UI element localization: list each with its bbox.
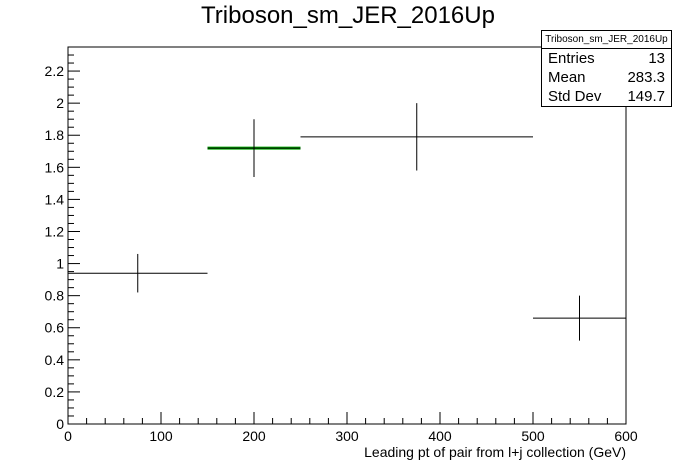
- y-tick-label: 1.6: [45, 159, 65, 175]
- y-tick-label: 0.8: [45, 288, 65, 304]
- y-tick-label: 2.2: [45, 63, 65, 79]
- x-tick-label: 500: [521, 428, 545, 444]
- y-tick-label: 2: [56, 95, 64, 111]
- x-tick-label: 600: [614, 428, 638, 444]
- stats-mean-label: Mean: [548, 69, 586, 86]
- data-point: [533, 295, 626, 341]
- data-point: [68, 253, 208, 293]
- x-tick-label: 100: [149, 428, 173, 444]
- y-tick-label: 0.4: [45, 352, 65, 368]
- stats-stddev-label: Std Dev: [548, 88, 602, 105]
- stats-row-entries: Entries 13: [542, 49, 671, 68]
- stats-box: Triboson_sm_JER_2016Up Entries 13 Mean 2…: [541, 30, 672, 107]
- x-tick-label: 300: [335, 428, 359, 444]
- y-tick-label: 0.6: [45, 320, 65, 336]
- x-axis-label: Leading pt of pair from l+j collection (…: [364, 444, 626, 460]
- y-tick-label: 1.8: [45, 127, 65, 143]
- data-point: [300, 103, 533, 171]
- y-tick-label: 0.2: [45, 384, 65, 400]
- stats-entries-label: Entries: [548, 50, 595, 67]
- y-tick-label: 1.4: [45, 191, 65, 207]
- data-marks: [68, 103, 626, 341]
- y-tick-label: 1.2: [45, 223, 65, 239]
- x-tick-label: 0: [64, 428, 72, 444]
- stats-stddev-value: 149.7: [627, 88, 665, 105]
- axes: 0 100 200 300 400 500 600 0 0.2 0.4 0.6 0.8 1 1.2 1.4 1…: [45, 46, 638, 444]
- y-tick-label: 1: [56, 256, 64, 272]
- stats-entries-value: 13: [648, 50, 665, 67]
- stats-row-stddev: Std Dev 149.7: [542, 87, 671, 106]
- stats-row-mean: Mean 283.3: [542, 68, 671, 87]
- x-tick-label: 400: [428, 428, 452, 444]
- data-point: [207, 119, 301, 177]
- stats-box-title: Triboson_sm_JER_2016Up: [542, 31, 671, 49]
- chart-title: Triboson_sm_JER_2016Up: [201, 2, 495, 29]
- x-tick-label: 200: [242, 428, 266, 444]
- stats-mean-value: 283.3: [627, 69, 665, 86]
- y-tick-label: 0: [56, 416, 64, 432]
